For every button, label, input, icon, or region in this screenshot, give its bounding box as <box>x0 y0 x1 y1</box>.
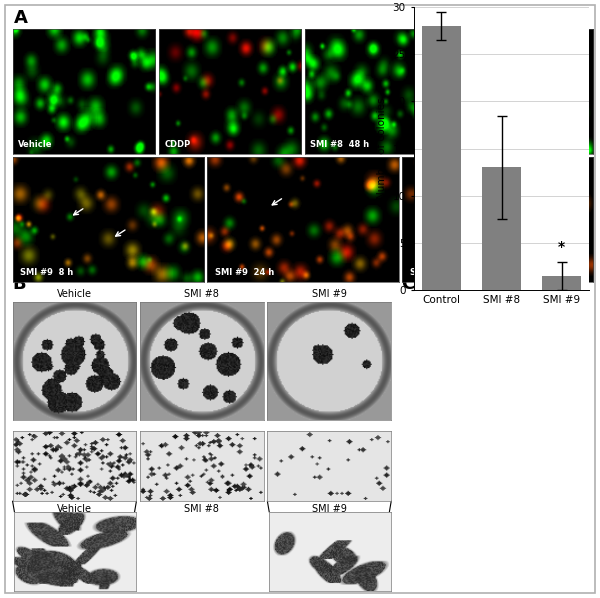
Text: TZ #15  48 h: TZ #15 48 h <box>457 140 517 149</box>
Text: SMI #8: SMI #8 <box>184 289 220 299</box>
Text: SMI #8: SMI #8 <box>184 504 220 514</box>
Text: SMI #9  48 h: SMI #9 48 h <box>410 269 469 277</box>
FancyBboxPatch shape <box>5 5 595 593</box>
Text: Vehicle: Vehicle <box>18 140 53 149</box>
Bar <box>542 276 581 290</box>
Text: SMI #9: SMI #9 <box>312 289 347 299</box>
Text: SMI #8  48 h: SMI #8 48 h <box>311 140 370 149</box>
Text: B: B <box>13 275 26 293</box>
Text: Vehicle: Vehicle <box>57 504 92 514</box>
Bar <box>482 167 521 290</box>
Text: C: C <box>401 275 414 293</box>
Text: SMI #9: SMI #9 <box>312 504 347 514</box>
Bar <box>422 26 461 290</box>
Text: *: * <box>558 240 565 254</box>
Text: Vehicle: Vehicle <box>57 289 92 299</box>
Text: SMI #9  24 h: SMI #9 24 h <box>215 269 274 277</box>
Y-axis label: Number of colonies: Number of colonies <box>377 98 387 199</box>
Text: A: A <box>14 9 28 27</box>
Text: SMI #9  8 h: SMI #9 8 h <box>20 269 73 277</box>
Text: CDDP: CDDP <box>164 140 191 149</box>
